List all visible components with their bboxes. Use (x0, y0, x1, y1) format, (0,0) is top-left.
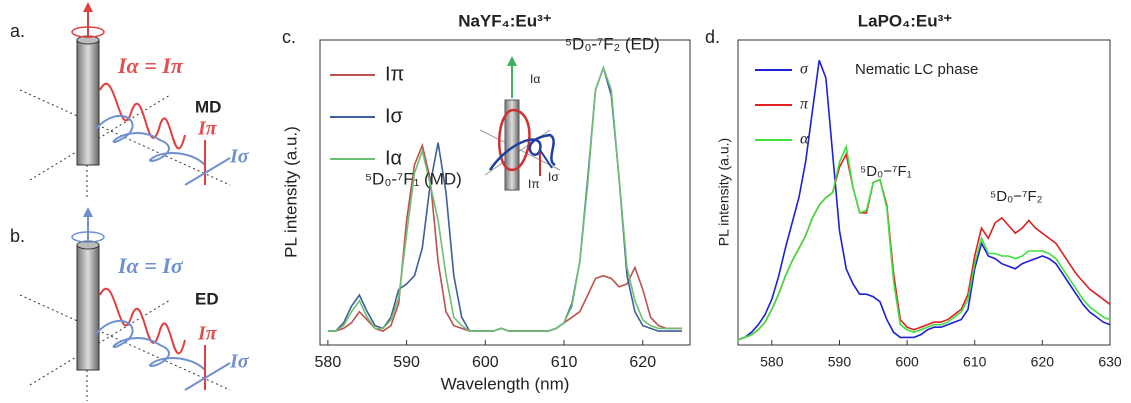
annotation: ⁵D₀−⁷F₂ (990, 188, 1043, 205)
i-pi-label: Iπ (197, 323, 218, 345)
x-axis-label: Wavelength (nm) (441, 374, 570, 393)
x-tick-label: 630 (1098, 354, 1122, 370)
x-tick-label: 600 (472, 354, 499, 371)
equation: Iα = Iσ (117, 253, 184, 278)
legend-label: Iπ (385, 63, 404, 85)
panel-label: b. (10, 226, 25, 246)
legend-label: π (800, 96, 809, 113)
x-tick-label: 620 (1031, 354, 1055, 370)
legend-label: Iσ (385, 105, 404, 127)
dipole-label: MD (195, 97, 221, 116)
x-tick-label: 580 (315, 354, 342, 371)
y-axis-label: PL intensity (a.u.) (281, 126, 300, 258)
x-tick-label: 620 (629, 354, 656, 371)
panel-label: a. (10, 21, 25, 41)
panel-label: d. (705, 27, 720, 47)
plot-frame (737, 39, 1111, 346)
legend-label: σ (800, 61, 809, 78)
i-pi-label: Iπ (197, 118, 218, 140)
x-tick-label: 610 (551, 354, 578, 371)
annotation: ⁵D₀-⁷F₂ (ED) (565, 34, 660, 53)
annotation: Iσ (548, 170, 559, 184)
chart-title: NaYF₄:Eu³⁺ (458, 11, 552, 30)
annotation: ⁵D₀-⁷F₁ (MD) (365, 169, 462, 188)
x-tick-label: 590 (393, 354, 420, 371)
x-tick-label: 600 (895, 354, 919, 370)
inset-diagram (479, 56, 561, 191)
equation: Iα = Iπ (117, 53, 184, 78)
chart-title: LaPO₄:Eu³⁺ (858, 11, 953, 30)
legend-label: α (800, 131, 809, 148)
y-axis-label: PL intensity (a.u.) (716, 138, 732, 246)
annotation: ⁵D₀−⁷F₁ (860, 163, 912, 180)
series-line (327, 65, 683, 332)
annotation: Iπ (528, 177, 540, 191)
i-sigma-label: Iσ (229, 146, 250, 168)
diagram-b: b. Iα = Iσ ED Iπ Iσ (10, 207, 250, 401)
dipole-label: ED (195, 289, 219, 308)
series-line (737, 144, 1111, 341)
x-tick-label: 610 (963, 354, 987, 370)
plot-frame (319, 39, 691, 346)
series-line (737, 60, 1111, 341)
i-sigma-label: Iσ (229, 351, 250, 373)
x-tick-label: 580 (760, 354, 784, 370)
diagram-a: a. Iα = Iπ MD Iπ Iσ (10, 2, 250, 200)
panel-label: c. (282, 27, 296, 47)
legend-label: Iα (385, 147, 402, 169)
x-tick-label: 590 (828, 354, 852, 370)
series-line (737, 152, 1111, 341)
annotation: Nematic LC phase (855, 61, 978, 78)
annotation: Iα (530, 72, 540, 86)
